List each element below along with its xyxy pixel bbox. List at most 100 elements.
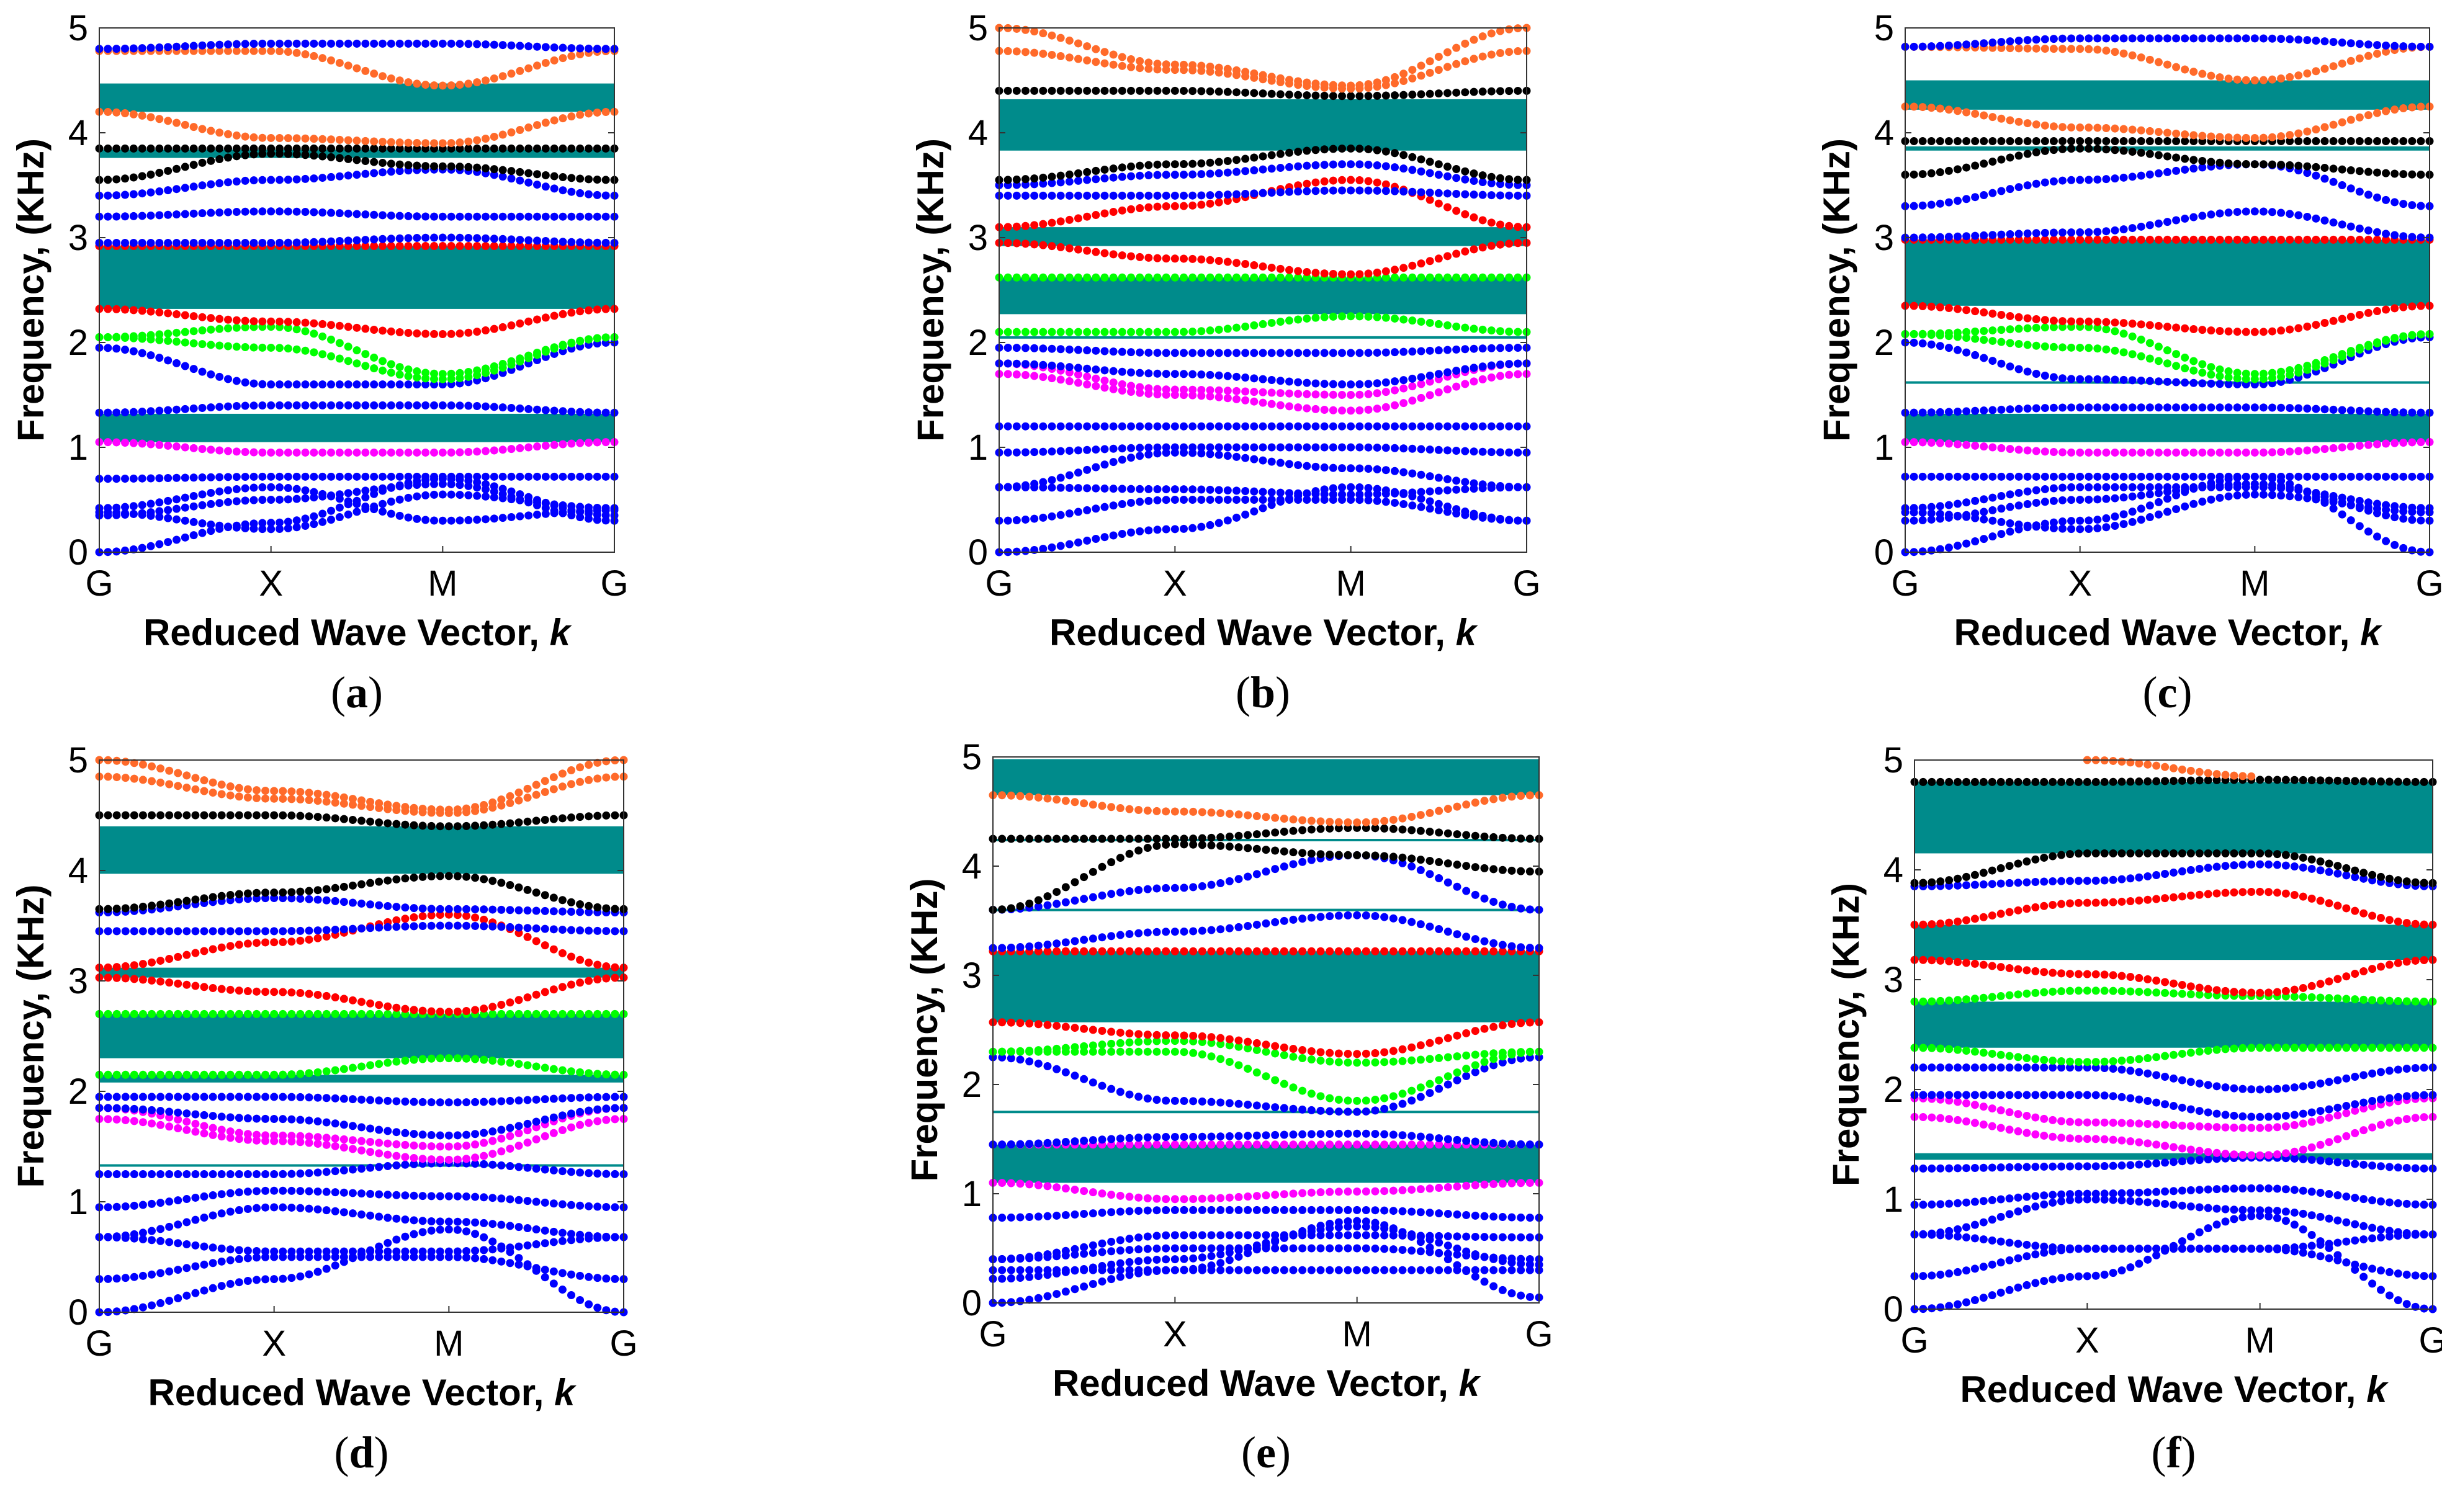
data-point	[593, 108, 601, 117]
data-point	[401, 1153, 410, 1161]
data-point	[146, 43, 155, 52]
data-point	[1364, 186, 1373, 195]
data-point	[138, 349, 146, 357]
data-point	[421, 374, 430, 383]
data-point	[112, 438, 121, 447]
data-point	[2111, 327, 2119, 336]
data-point	[318, 320, 327, 328]
data-point	[410, 1230, 418, 1238]
data-point	[1109, 164, 1118, 173]
data-point	[287, 1186, 296, 1195]
data-point	[2215, 448, 2224, 457]
data-point	[532, 937, 541, 946]
data-point	[2137, 222, 2145, 231]
data-point	[2181, 154, 2189, 163]
data-point	[1347, 186, 1355, 195]
data-point	[2032, 44, 2040, 53]
data-point	[1092, 365, 1100, 374]
data-point	[514, 1096, 523, 1105]
data-point	[384, 1214, 392, 1222]
data-point	[464, 233, 473, 242]
data-point	[2268, 208, 2276, 217]
data-point	[2294, 493, 2303, 501]
data-point	[1021, 25, 1030, 34]
data-point	[2093, 483, 2102, 491]
data-point	[1381, 162, 1390, 171]
data-point	[1910, 329, 1918, 338]
data-point	[1347, 92, 1355, 101]
data-point	[1197, 349, 1206, 357]
data-point	[249, 133, 258, 141]
data-point	[276, 524, 284, 533]
data-point	[507, 69, 516, 78]
data-point	[301, 472, 310, 481]
data-point	[1056, 217, 1065, 226]
data-point	[129, 332, 138, 341]
data-point	[1329, 422, 1337, 431]
data-point	[1988, 472, 1997, 481]
data-point	[1910, 472, 1918, 481]
data-point	[348, 1009, 357, 1018]
data-point	[2145, 354, 2154, 363]
data-point	[2189, 366, 2198, 375]
data-point	[2172, 166, 2181, 175]
bandgap-group	[1905, 80, 2430, 442]
data-point	[1461, 88, 1470, 97]
data-point	[1197, 170, 1206, 179]
data-point	[1074, 273, 1082, 282]
data-point	[104, 305, 112, 313]
data-point	[279, 1093, 287, 1101]
data-point	[2023, 229, 2032, 238]
data-point	[2399, 503, 2408, 511]
data-point	[585, 977, 593, 985]
data-point	[541, 1226, 549, 1235]
data-point	[418, 912, 427, 921]
data-point	[318, 350, 327, 359]
data-point	[2058, 176, 2067, 185]
data-point	[189, 161, 198, 169]
data-point	[261, 1253, 270, 1261]
data-point	[567, 338, 576, 347]
data-point	[2329, 353, 2338, 362]
data-point	[1232, 372, 1241, 381]
data-point	[1188, 254, 1197, 263]
data-point	[130, 1104, 138, 1113]
data-point	[2198, 326, 2207, 334]
data-point	[379, 242, 387, 251]
data-point	[164, 441, 173, 450]
data-point	[2145, 321, 2154, 329]
data-point	[2355, 522, 2364, 530]
data-point	[370, 242, 379, 251]
data-point	[1144, 422, 1153, 431]
data-point	[576, 408, 585, 416]
bandgap-group	[99, 83, 614, 442]
data-point	[1100, 376, 1109, 385]
data-point	[506, 906, 514, 915]
data-point	[413, 367, 421, 376]
data-point	[344, 61, 352, 70]
data-point	[2102, 175, 2111, 184]
data-point	[1425, 68, 1434, 77]
data-point	[276, 483, 284, 492]
data-point	[1206, 422, 1214, 431]
data-point	[514, 1223, 523, 1232]
data-point	[104, 963, 112, 972]
data-point	[2198, 163, 2207, 172]
data-point	[322, 1009, 331, 1018]
data-point	[1206, 62, 1214, 71]
data-point	[2085, 123, 2093, 132]
data-point	[375, 1096, 384, 1105]
data-point	[1391, 187, 1399, 195]
data-point	[267, 238, 276, 247]
data-point	[270, 1186, 279, 1195]
data-point	[1276, 488, 1285, 497]
data-point	[585, 472, 593, 481]
data-point	[444, 1247, 453, 1256]
data-point	[462, 1192, 470, 1201]
data-point	[2346, 184, 2355, 193]
data-point	[284, 134, 292, 143]
data-point	[1505, 422, 1514, 431]
data-point	[2128, 517, 2137, 526]
data-point	[1206, 386, 1214, 395]
data-point	[2032, 229, 2040, 238]
